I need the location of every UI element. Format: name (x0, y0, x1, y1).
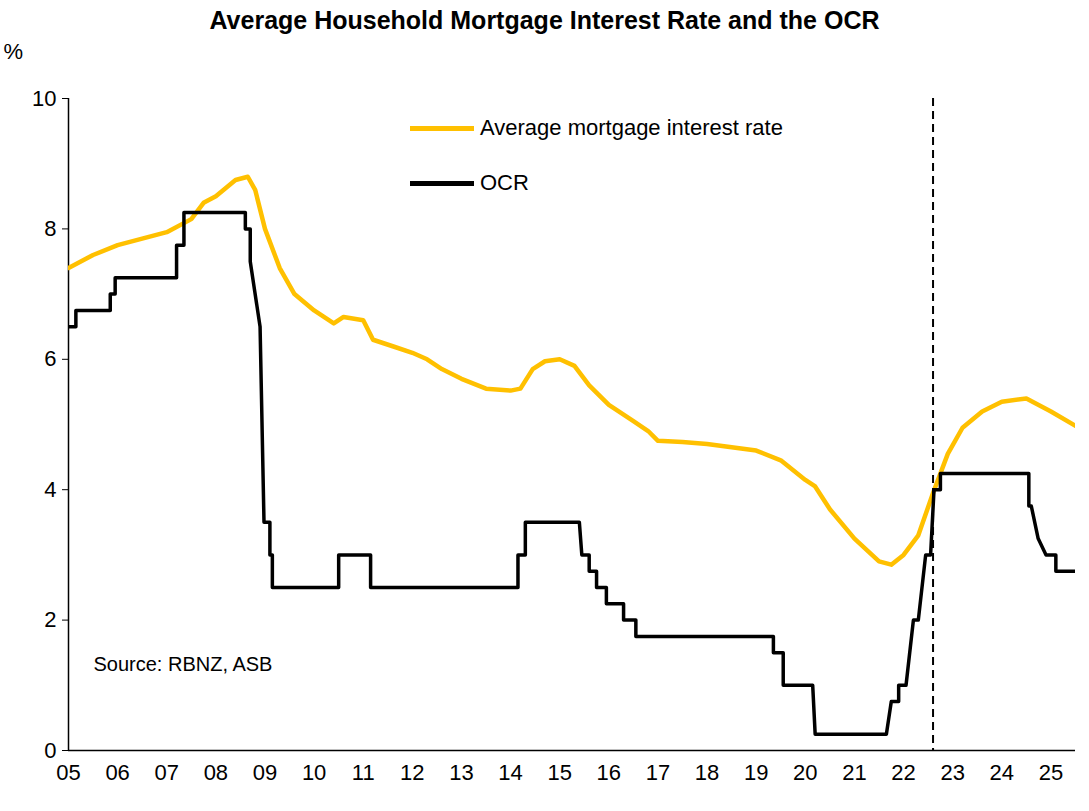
svg-text:19: 19 (744, 760, 768, 785)
svg-text:23: 23 (940, 760, 964, 785)
svg-text:6: 6 (44, 346, 56, 371)
svg-text:4: 4 (44, 477, 56, 502)
html-text:Average mortgage interest rate: Average mortgage interest rate (480, 115, 783, 140)
svg-text:14: 14 (498, 760, 522, 785)
svg-text:22: 22 (891, 760, 915, 785)
svg-text:2: 2 (44, 607, 56, 632)
svg-text:11: 11 (352, 760, 375, 785)
html-text:OCR: OCR (480, 170, 529, 195)
svg-text:06: 06 (105, 760, 129, 785)
html-text:Average Household Mortgage Int: Average Household Mortgage Interest Rate… (209, 6, 880, 34)
svg-text:25: 25 (1039, 760, 1063, 785)
svg-text:10: 10 (302, 760, 326, 785)
svg-text:18: 18 (695, 760, 719, 785)
svg-text:10: 10 (32, 86, 56, 111)
svg-text:07: 07 (155, 760, 179, 785)
svg-text:20: 20 (793, 760, 817, 785)
svg-text:8: 8 (44, 216, 56, 241)
svg-text:09: 09 (253, 760, 277, 785)
svg-text:12: 12 (400, 760, 424, 785)
svg-text:17: 17 (646, 760, 670, 785)
svg-text:0: 0 (44, 738, 56, 763)
svg-text:16: 16 (597, 760, 621, 785)
svg-text:%: % (4, 40, 24, 64)
svg-text:05: 05 (56, 760, 80, 785)
svg-text:15: 15 (547, 760, 571, 785)
svg-text:24: 24 (990, 760, 1014, 785)
svg-text:Source: RBNZ, ASB: Source: RBNZ, ASB (94, 653, 273, 675)
svg-text:21: 21 (842, 760, 866, 785)
svg-text:08: 08 (204, 760, 228, 785)
svg-text:13: 13 (449, 760, 473, 785)
